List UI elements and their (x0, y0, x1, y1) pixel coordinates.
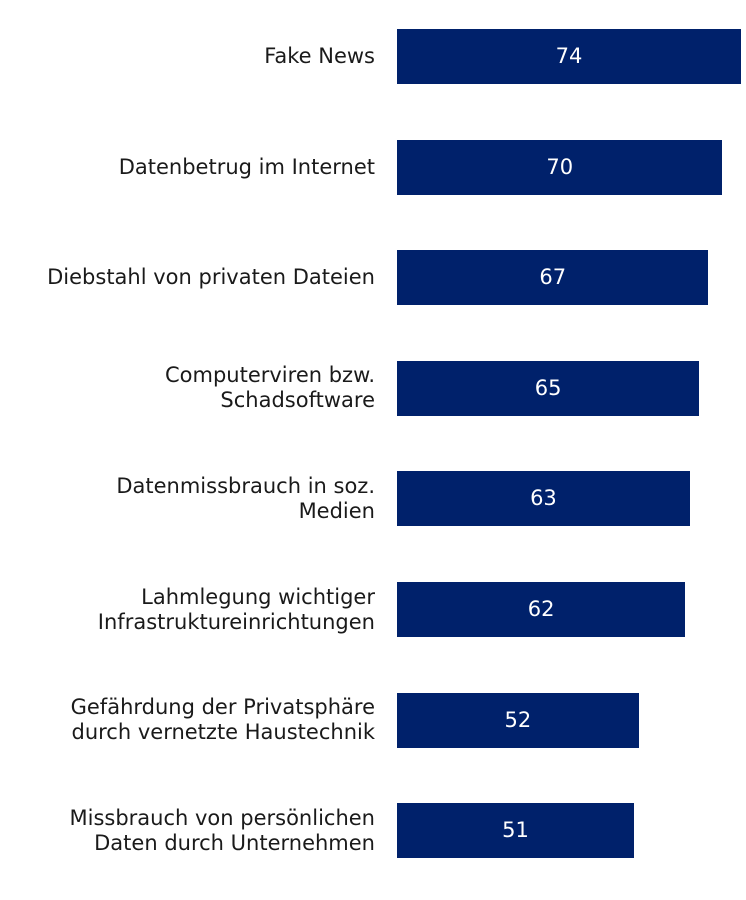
category-label: Missbrauch von persönlichen Daten durch … (69, 805, 375, 855)
bar-value-label: 51 (502, 818, 529, 843)
bar-value-label: 65 (534, 375, 562, 400)
category-label: Lahmlegung wichtiger Infrastruktureinric… (97, 584, 375, 634)
category-label: Gefährdung der Privatsphäre durch vernet… (70, 695, 375, 745)
category-label: Fake News (264, 44, 375, 68)
bar (397, 582, 686, 637)
category-label: Diebstahl von privaten Dateien (47, 265, 375, 290)
bar (397, 29, 741, 84)
category-label: Datenbetrug im Internet (118, 154, 375, 179)
bar-value-label: 74 (555, 44, 583, 68)
bar-value-label: 62 (527, 597, 555, 621)
bar-value-label: 52 (504, 707, 532, 732)
bar (397, 139, 723, 195)
bar (397, 471, 690, 527)
bar (397, 250, 709, 306)
bar-value-label: 67 (539, 265, 567, 290)
bar (397, 692, 639, 748)
bar (397, 803, 635, 859)
bar-value-label: 63 (530, 486, 557, 511)
category-label: Datenmissbrauch in soz. Medien (116, 473, 375, 523)
category-label: Computerviren bzw. Schadsoftware (164, 363, 375, 413)
bar-value-label: 70 (546, 154, 574, 179)
bar (397, 360, 700, 416)
